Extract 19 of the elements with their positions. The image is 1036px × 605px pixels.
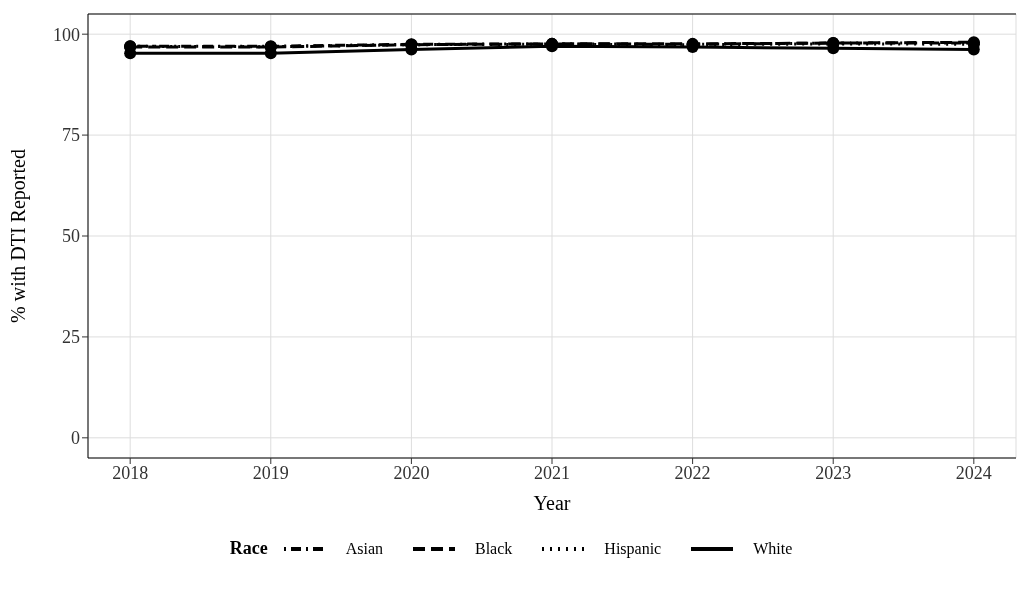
x-tick-label: 2024 <box>955 462 992 483</box>
y-tick-label: 100 <box>53 24 80 45</box>
legend-label: Asian <box>345 539 383 558</box>
y-tick-label: 75 <box>62 125 80 146</box>
legend-label: Black <box>475 539 513 558</box>
y-tick-label: 50 <box>62 226 80 247</box>
x-tick-label: 2023 <box>815 462 852 483</box>
legend-label: White <box>753 539 793 558</box>
y-tick-label: 25 <box>62 327 80 348</box>
x-axis-title: Year <box>533 492 571 514</box>
x-tick-label: 2020 <box>393 462 430 483</box>
x-tick-label: 2022 <box>674 462 711 483</box>
y-axis-title: % with DTI Reported <box>7 149 31 323</box>
x-tick-label: 2019 <box>252 462 289 483</box>
x-tick-label: 2018 <box>112 462 149 483</box>
legend-label: Hispanic <box>604 539 662 558</box>
legend-title: Race <box>229 538 268 559</box>
x-tick-label: 2021 <box>534 462 570 483</box>
y-tick-label: 0 <box>71 428 80 449</box>
